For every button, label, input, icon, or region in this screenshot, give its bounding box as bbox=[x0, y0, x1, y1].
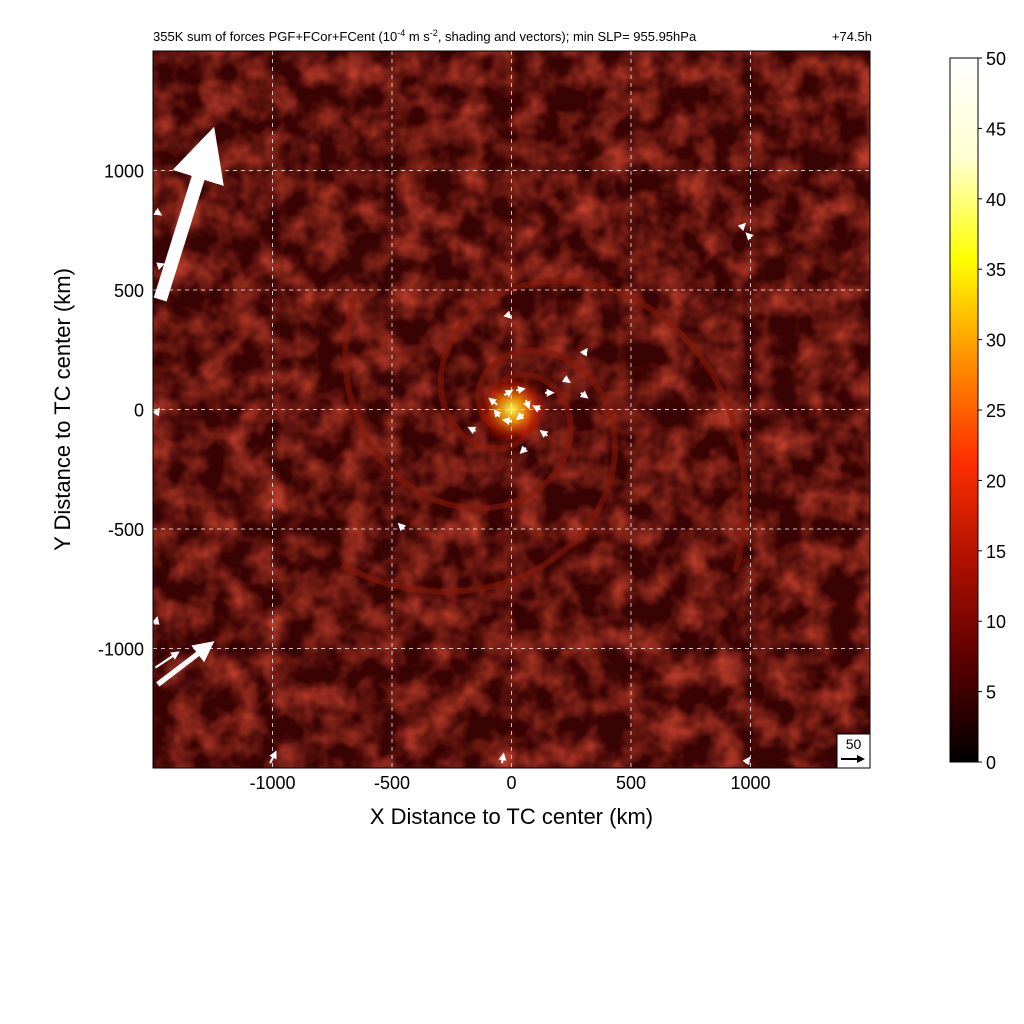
x-tick-label: 0 bbox=[506, 773, 516, 793]
colorbar-tick-label: 5 bbox=[986, 683, 996, 703]
colorbar-ticks: 0 5 10 15 20 25 30 35 40 45 50 bbox=[978, 49, 1006, 773]
force-vector bbox=[561, 375, 571, 383]
chart-title: 355K sum of forces PGF+FCor+FCent (10-4 … bbox=[153, 28, 697, 44]
force-vector bbox=[498, 752, 507, 764]
y-tick-label: 0 bbox=[134, 401, 144, 421]
force-vector bbox=[519, 445, 529, 455]
plot-frame bbox=[152, 50, 871, 769]
force-vector bbox=[153, 407, 160, 417]
force-vector bbox=[579, 390, 589, 399]
force-vector bbox=[154, 651, 180, 669]
colorbar-tick-label: 20 bbox=[986, 471, 1006, 491]
reference-vector-key: 50 bbox=[836, 733, 871, 769]
y-tick-label: -1000 bbox=[98, 640, 144, 660]
force-vector bbox=[522, 399, 531, 410]
force-vector bbox=[515, 412, 525, 421]
force-vectors bbox=[153, 126, 754, 766]
force-vector bbox=[493, 408, 502, 418]
x-axis: -1000 -500 0 500 1000 bbox=[249, 773, 770, 793]
colorbar-tick-label: 25 bbox=[986, 401, 1006, 421]
y-axis-label: Y Distance to TC center (km) bbox=[50, 268, 75, 551]
colorbar-tick-label: 40 bbox=[986, 190, 1006, 210]
force-vector bbox=[503, 310, 512, 320]
force-vector bbox=[153, 126, 224, 302]
force-vector bbox=[501, 417, 512, 426]
colorbar-tick-label: 15 bbox=[986, 542, 1006, 562]
force-vector bbox=[156, 262, 166, 271]
force-vector bbox=[539, 429, 549, 438]
force-vector bbox=[397, 522, 407, 532]
colorbar: 0 5 10 15 20 25 30 35 40 45 50 bbox=[949, 49, 1006, 773]
force-vector bbox=[532, 405, 541, 413]
force-vector bbox=[579, 347, 588, 357]
force-vector bbox=[488, 397, 498, 406]
plot-area bbox=[153, 51, 870, 768]
force-vector bbox=[153, 616, 160, 625]
force-vector bbox=[467, 426, 477, 435]
force-vector bbox=[153, 207, 163, 216]
x-tick-label: -1000 bbox=[249, 773, 295, 793]
x-tick-label: 500 bbox=[616, 773, 646, 793]
y-axis: -1000 -500 0 500 1000 bbox=[98, 162, 144, 660]
x-tick-label: -500 bbox=[374, 773, 410, 793]
colorbar-tick-label: 45 bbox=[986, 119, 1006, 139]
time-label: +74.5h bbox=[832, 29, 872, 44]
force-vector bbox=[742, 756, 751, 766]
force-vector bbox=[156, 641, 215, 687]
x-tick-label: 1000 bbox=[730, 773, 770, 793]
colorbar-tick-label: 0 bbox=[986, 753, 996, 773]
spiral-band bbox=[342, 294, 574, 512]
force-vector bbox=[737, 222, 747, 232]
force-vector bbox=[269, 750, 277, 764]
force-vector bbox=[503, 389, 514, 398]
colorbar-tick-label: 50 bbox=[986, 49, 1006, 69]
force-vector bbox=[516, 386, 526, 394]
y-tick-label: -500 bbox=[108, 520, 144, 540]
reference-vector-label: 50 bbox=[846, 736, 862, 752]
colorbar-tick-label: 30 bbox=[986, 331, 1006, 351]
colorbar-tick-label: 10 bbox=[986, 612, 1006, 632]
y-tick-label: 500 bbox=[114, 281, 144, 301]
colorbar-tick-label: 35 bbox=[986, 260, 1006, 280]
y-tick-label: 1000 bbox=[104, 162, 144, 182]
tc-core-maximum bbox=[475, 373, 548, 446]
x-axis-label: X Distance to TC center (km) bbox=[370, 804, 653, 829]
colorbar-gradient bbox=[949, 57, 979, 763]
force-vector bbox=[745, 232, 754, 241]
